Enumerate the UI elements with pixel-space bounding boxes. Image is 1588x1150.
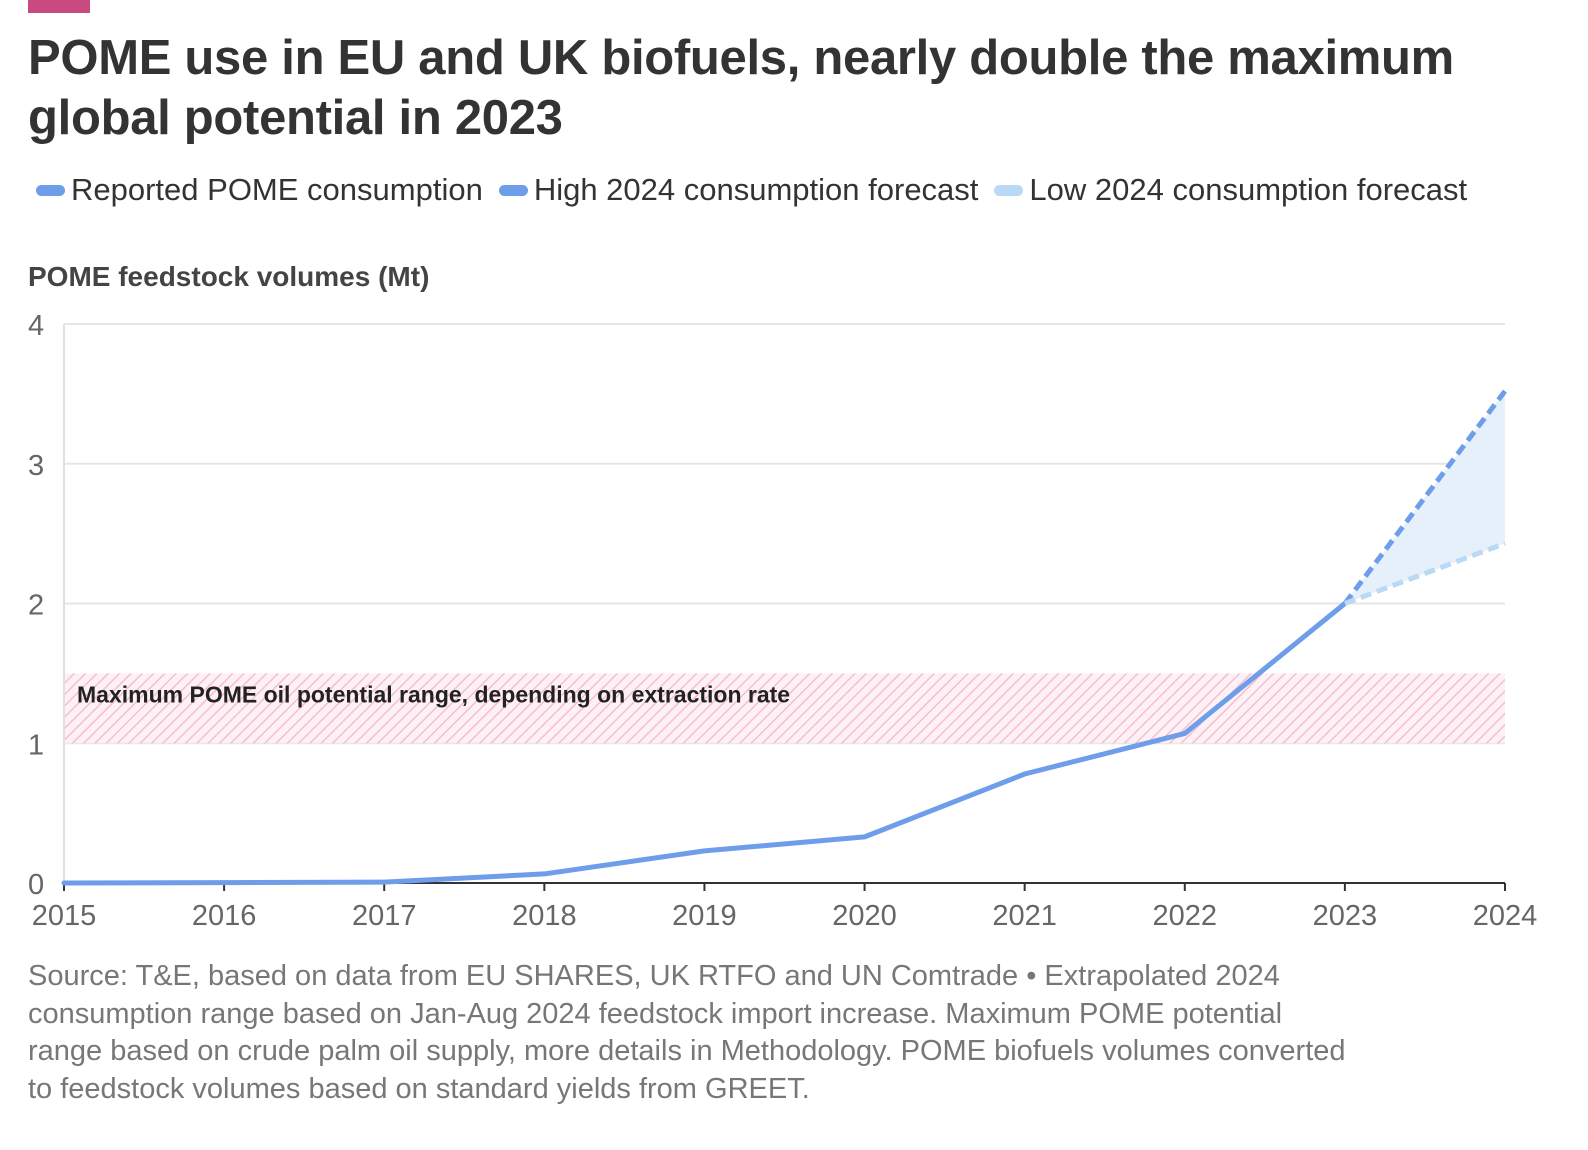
legend: Reported POME consumption High 2024 cons…: [36, 172, 1483, 208]
x-tick-label: 2021: [992, 900, 1057, 932]
x-tick-label: 2022: [1153, 900, 1218, 932]
legend-label-low-forecast: Low 2024 consumption forecast: [1029, 172, 1468, 207]
legend-item-low-forecast[interactable]: Low 2024 consumption forecast: [994, 172, 1467, 208]
x-tick-label: 2016: [192, 900, 257, 932]
x-tick-label: 2015: [32, 900, 97, 932]
x-tick-label: 2017: [352, 900, 417, 932]
legend-label-reported: Reported POME consumption: [71, 172, 483, 207]
x-tick-label: 2018: [512, 900, 577, 932]
brand-accent-bar: [28, 0, 90, 13]
legend-item-reported[interactable]: Reported POME consumption: [36, 172, 483, 208]
x-tick-label: 2023: [1313, 900, 1378, 932]
forecast-range-area: [1344, 391, 1505, 604]
y-tick-label: 0: [28, 869, 44, 901]
series-line-reported: [61, 601, 1348, 886]
source-note: Source: T&E, based on data from EU SHARE…: [28, 960, 1346, 1105]
legend-swatch-low-forecast: [994, 184, 1024, 196]
series-line-high-forecast: [1342, 389, 1507, 606]
legend-item-high-forecast[interactable]: High 2024 consumption forecast: [498, 172, 979, 208]
chart-title: POME use in EU and UK biofuels, nearly d…: [28, 31, 1454, 145]
legend-swatch-high-forecast: [498, 184, 528, 196]
legend-swatch-reported: [36, 184, 65, 196]
band-label: Maximum POME oil potential range, depend…: [77, 681, 790, 707]
y-axis-title: POME feedstock volumes (Mt): [28, 261, 430, 292]
potential-range-band: [64, 673, 1505, 744]
y-tick-label: 3: [28, 450, 44, 482]
legend-label-high-forecast: High 2024 consumption forecast: [533, 172, 979, 207]
x-tick-label: 2024: [1473, 900, 1538, 932]
y-tick-label: 1: [28, 729, 44, 761]
y-tick-label: 4: [28, 310, 44, 342]
y-tick-label: 2: [28, 590, 44, 622]
x-tick-label: 2020: [832, 900, 897, 932]
x-tick-label: 2019: [672, 900, 737, 932]
series-line-low-forecast: [1344, 541, 1506, 606]
